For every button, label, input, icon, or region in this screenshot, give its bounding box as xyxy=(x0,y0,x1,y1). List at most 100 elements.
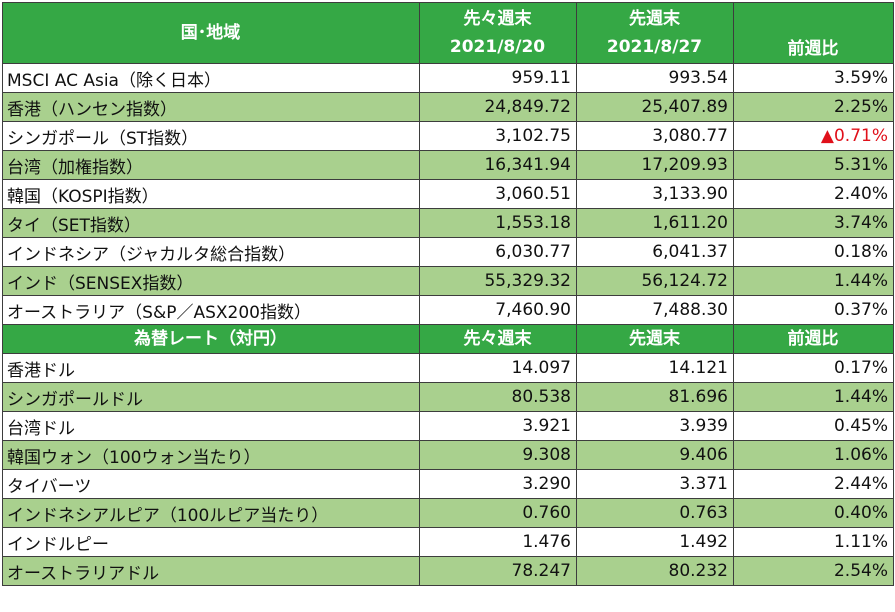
fx-prev-cell: 14.121 xyxy=(576,353,734,383)
index-change-cell: 2.40% xyxy=(733,179,894,209)
table-row: インドルピー 1.476 1.492 1.11% xyxy=(2,527,894,557)
fx-prev-cell: 1.492 xyxy=(576,527,734,557)
index-prev2-cell: 55,329.32 xyxy=(419,266,577,296)
fx-prev2-cell: 0.760 xyxy=(419,498,577,528)
table-row: タイバーツ 3.290 3.371 2.44% xyxy=(2,469,894,499)
table-row: 韓国ウォン（100ウォン当たり） 9.308 9.406 1.06% xyxy=(2,440,894,470)
index-name-cell: インド（SENSEX指数） xyxy=(2,266,420,296)
fx-prev-cell: 3.939 xyxy=(576,411,734,441)
fx-header-change: 前週比 xyxy=(733,324,894,354)
table-row: シンガポールドル 80.538 81.696 1.44% xyxy=(2,382,894,412)
header-prev2-date: 2021/8/20 xyxy=(449,37,546,57)
index-name-cell: タイ（SET指数） xyxy=(2,208,420,238)
fx-change-cell: 2.44% xyxy=(733,469,894,499)
index-prev2-cell: 16,341.94 xyxy=(419,150,577,180)
table-row: オーストラリア（S&P／ASX200指数） 7,460.90 7,488.30 0.3… xyxy=(2,295,894,325)
fx-name-cell: タイバーツ xyxy=(2,469,420,499)
table-row: 台湾ドル 3.921 3.939 0.45% xyxy=(2,411,894,441)
fx-prev2-cell: 78.247 xyxy=(419,556,577,586)
fx-change-cell: 1.44% xyxy=(733,382,894,412)
index-change-cell: 2.25% xyxy=(733,92,894,122)
fx-name-cell: インドルピー xyxy=(2,527,420,557)
header-change: 前週比 xyxy=(733,2,894,64)
index-change-cell: 3.59% xyxy=(733,63,894,93)
table-row: シンガポール（ST指数） 3,102.75 3,080.77 ▲0.71% xyxy=(2,121,894,151)
fx-change-cell: 0.40% xyxy=(733,498,894,528)
fx-change-cell: 1.06% xyxy=(733,440,894,470)
fx-name-cell: 台湾ドル xyxy=(2,411,420,441)
fx-header-title: 為替レート（対円） xyxy=(2,324,420,354)
fx-prev-cell: 9.406 xyxy=(576,440,734,470)
table-row: 香港ドル 14.097 14.121 0.17% xyxy=(2,353,894,383)
index-prev2-cell: 24,849.72 xyxy=(419,92,577,122)
index-name-cell: インドネシア（ジャカルタ総合指数） xyxy=(2,237,420,267)
index-prev-cell: 993.54 xyxy=(576,63,734,93)
index-change-cell: 0.18% xyxy=(733,237,894,267)
header-prev-week: 先週末 2021/8/27 xyxy=(576,2,734,64)
fx-name-cell: シンガポールドル xyxy=(2,382,420,412)
index-name-cell: 台湾（加権指数） xyxy=(2,150,420,180)
index-prev-cell: 3,080.77 xyxy=(576,121,734,151)
fx-prev2-cell: 14.097 xyxy=(419,353,577,383)
fx-header-row: 為替レート（対円） 先々週末 先週末 前週比 xyxy=(2,324,894,354)
fx-prev-cell: 3.371 xyxy=(576,469,734,499)
index-prev-cell: 7,488.30 xyxy=(576,295,734,325)
index-prev2-cell: 959.11 xyxy=(419,63,577,93)
fx-prev2-cell: 80.538 xyxy=(419,382,577,412)
fx-prev2-cell: 1.476 xyxy=(419,527,577,557)
table-row: 台湾（加権指数） 16,341.94 17,209.93 5.31% xyxy=(2,150,894,180)
header-prev-date: 2021/8/27 xyxy=(606,37,703,57)
table-row: 韓国（KOSPI指数） 3,060.51 3,133.90 2.40% xyxy=(2,179,894,209)
index-name-cell: シンガポール（ST指数） xyxy=(2,121,420,151)
index-prev-cell: 25,407.89 xyxy=(576,92,734,122)
fx-name-cell: 韓国ウォン（100ウォン当たり） xyxy=(2,440,420,470)
table-row: 香港（ハンセン指数） 24,849.72 25,407.89 2.25% xyxy=(2,92,894,122)
index-change-cell: 1.44% xyxy=(733,266,894,296)
fx-change-cell: 1.11% xyxy=(733,527,894,557)
fx-name-cell: インドネシアルピア（100ルピア当たり） xyxy=(2,498,420,528)
fx-change-cell: 0.17% xyxy=(733,353,894,383)
table-row: インドネシアルピア（100ルピア当たり） 0.760 0.763 0.40% xyxy=(2,498,894,528)
header-prev2-week: 先々週末 2021/8/20 xyxy=(419,2,577,64)
fx-name-cell: オーストラリアドル xyxy=(2,556,420,586)
index-change-cell: ▲0.71% xyxy=(733,121,894,151)
index-prev-cell: 1,611.20 xyxy=(576,208,734,238)
index-prev2-cell: 3,102.75 xyxy=(419,121,577,151)
index-change-cell: 5.31% xyxy=(733,150,894,180)
fx-change-cell: 0.45% xyxy=(733,411,894,441)
header-region: 国･地域 xyxy=(2,2,420,64)
table-row: タイ（SET指数） 1,553.18 1,611.20 3.74% xyxy=(2,208,894,238)
header-prev2-label: 先々週末 xyxy=(463,9,532,29)
fx-prev2-cell: 9.308 xyxy=(419,440,577,470)
index-header-row: 国･地域 先々週末 2021/8/20 先週末 2021/8/27 前週比 xyxy=(2,2,894,64)
fx-header-prev2: 先々週末 xyxy=(419,324,577,354)
table-row: インド（SENSEX指数） 55,329.32 56,124.72 1.44% xyxy=(2,266,894,296)
index-prev2-cell: 7,460.90 xyxy=(419,295,577,325)
fx-prev-cell: 0.763 xyxy=(576,498,734,528)
index-prev2-cell: 1,553.18 xyxy=(419,208,577,238)
index-name-cell: MSCI AC Asia（除く日本） xyxy=(2,63,420,93)
index-change-cell: 3.74% xyxy=(733,208,894,238)
index-prev-cell: 17,209.93 xyxy=(576,150,734,180)
index-change-cell: 0.37% xyxy=(733,295,894,325)
index-prev-cell: 3,133.90 xyxy=(576,179,734,209)
index-name-cell: 韓国（KOSPI指数） xyxy=(2,179,420,209)
fx-prev-cell: 80.232 xyxy=(576,556,734,586)
header-prev-label: 先週末 xyxy=(629,9,680,29)
index-name-cell: オーストラリア（S&P／ASX200指数） xyxy=(2,295,420,325)
index-name-cell: 香港（ハンセン指数） xyxy=(2,92,420,122)
fx-name-cell: 香港ドル xyxy=(2,353,420,383)
table-row: インドネシア（ジャカルタ総合指数） 6,030.77 6,041.37 0.18% xyxy=(2,237,894,267)
fx-prev2-cell: 3.290 xyxy=(419,469,577,499)
fx-change-cell: 2.54% xyxy=(733,556,894,586)
index-prev2-cell: 6,030.77 xyxy=(419,237,577,267)
table-row: オーストラリアドル 78.247 80.232 2.54% xyxy=(2,556,894,586)
market-data-table: 国･地域 先々週末 2021/8/20 先週末 2021/8/27 前週比 MS… xyxy=(2,2,894,586)
index-prev-cell: 56,124.72 xyxy=(576,266,734,296)
fx-header-prev: 先週末 xyxy=(576,324,734,354)
table-row: MSCI AC Asia（除く日本） 959.11 993.54 3.59% xyxy=(2,63,894,93)
fx-prev-cell: 81.696 xyxy=(576,382,734,412)
index-prev-cell: 6,041.37 xyxy=(576,237,734,267)
fx-prev2-cell: 3.921 xyxy=(419,411,577,441)
index-prev2-cell: 3,060.51 xyxy=(419,179,577,209)
